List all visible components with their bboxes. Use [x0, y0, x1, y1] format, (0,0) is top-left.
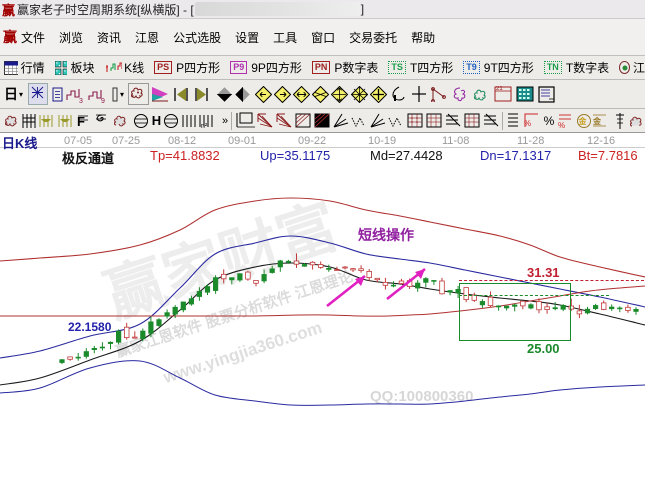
- svg-text:3: 3: [79, 98, 83, 103]
- svg-text:9: 9: [101, 98, 105, 103]
- svg-text:n²: n²: [201, 123, 208, 129]
- svg-text:21: 21: [496, 86, 503, 92]
- svg-text:%: %: [558, 121, 565, 129]
- svg-text:金: 金: [578, 116, 588, 126]
- svg-text:%: %: [524, 119, 531, 128]
- svg-text:金: 金: [593, 116, 602, 126]
